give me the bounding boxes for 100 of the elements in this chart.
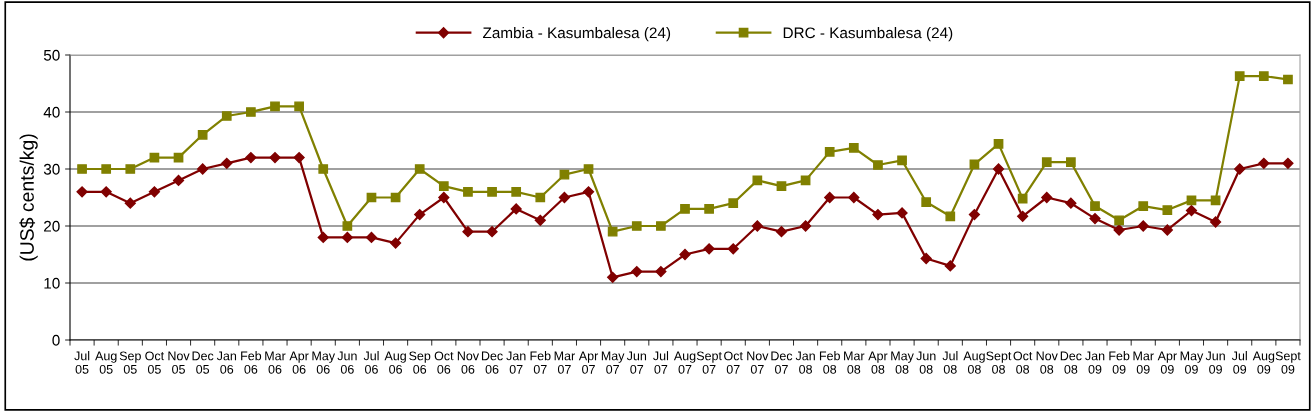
point <box>776 181 787 191</box>
point <box>848 143 859 153</box>
point <box>993 139 1004 149</box>
point <box>921 197 932 207</box>
x-tick-label: Apr 08 <box>868 351 888 374</box>
point <box>1186 195 1197 206</box>
point <box>1041 157 1052 168</box>
point <box>1185 205 1198 217</box>
point <box>1161 224 1173 236</box>
x-tick-label: Jul 08 <box>942 351 958 374</box>
point <box>535 192 546 203</box>
x-tick-label: Jul 06 <box>363 351 379 374</box>
point <box>1283 74 1293 85</box>
point <box>1090 201 1100 211</box>
point <box>631 265 643 278</box>
point <box>582 186 595 198</box>
x-tick-label: Dec 06 <box>481 351 503 374</box>
point <box>414 208 426 221</box>
point <box>920 252 932 265</box>
x-tick-label: Jun 08 <box>916 351 936 374</box>
point <box>511 186 522 197</box>
y-tick-label: 30 <box>43 163 60 175</box>
point <box>680 204 690 214</box>
x-tick-label: Aug 09 <box>1252 351 1275 374</box>
x-tick-label: Feb 08 <box>819 351 840 374</box>
point <box>1210 195 1221 206</box>
x-tick-label: Apr 06 <box>289 351 309 374</box>
x-tick-label: Apr 09 <box>1157 351 1177 374</box>
y-tick-label: 10 <box>44 277 60 289</box>
point <box>101 164 112 174</box>
x-tick-label: Dec 08 <box>1060 351 1082 374</box>
x-tick-label: Feb 06 <box>241 351 262 374</box>
point <box>1089 212 1101 225</box>
point <box>655 265 667 278</box>
point <box>872 208 884 221</box>
point <box>752 175 763 186</box>
x-tick-label: Nov 07 <box>747 351 769 374</box>
point <box>100 186 112 198</box>
legend-label: DRC - Kasumbalesa (24) <box>783 27 953 42</box>
point <box>968 208 981 221</box>
point <box>1209 216 1222 228</box>
y-tick-label: 20 <box>44 220 60 232</box>
x-tick-label: Jan 06 <box>216 351 237 374</box>
x-tick-label: Aug 06 <box>384 351 406 374</box>
x-tick-label: Jul 09 <box>1231 351 1247 374</box>
point <box>1282 157 1294 169</box>
point <box>558 191 571 204</box>
x-tick-label: Apr 07 <box>578 351 599 374</box>
point <box>751 220 763 232</box>
point <box>438 191 450 204</box>
x-tick-label: Aug 05 <box>95 351 117 374</box>
point <box>1066 157 1076 168</box>
point <box>1234 71 1245 81</box>
point <box>824 147 835 157</box>
point <box>1234 163 1246 175</box>
x-tick-label: Sep 05 <box>119 351 141 374</box>
point <box>1065 197 1077 209</box>
point <box>197 129 208 140</box>
y-axis-title: (US$ cents/kg) <box>19 134 38 261</box>
point <box>1162 205 1173 215</box>
point <box>293 151 305 164</box>
point <box>704 204 714 214</box>
point <box>197 163 209 175</box>
x-tick-label: Nov 08 <box>1036 351 1058 374</box>
point <box>799 220 812 232</box>
point <box>270 101 280 112</box>
point <box>269 151 281 164</box>
point <box>1138 201 1149 211</box>
point <box>438 181 449 191</box>
point <box>342 221 353 231</box>
point <box>1017 193 1028 204</box>
point <box>631 221 642 231</box>
x-tick-label: Mar 08 <box>844 351 865 374</box>
y-tick-label: 40 <box>43 106 60 118</box>
legend-label: Zambia - Kasumbalesa (24) <box>483 27 671 42</box>
point <box>365 231 378 244</box>
x-tick-label: Mar 06 <box>265 351 286 374</box>
point <box>1114 215 1124 226</box>
point <box>897 155 907 166</box>
y-tick-label: 0 <box>52 334 60 346</box>
x-tick-label: Jun 06 <box>337 351 357 374</box>
point <box>221 111 232 121</box>
point <box>125 164 136 174</box>
point <box>76 186 88 198</box>
point <box>148 186 161 198</box>
x-tick-label: Oct 06 <box>434 351 454 374</box>
point <box>944 260 956 272</box>
point <box>1017 210 1029 222</box>
x-tick-label: Sep 06 <box>409 351 431 374</box>
x-tick-label: May 06 <box>312 351 336 374</box>
point <box>992 163 1005 175</box>
point <box>172 174 185 187</box>
x-tick-label: May 09 <box>1180 351 1204 374</box>
x-tick-label: Dec 07 <box>771 351 793 374</box>
x-tick-label: May 08 <box>891 351 914 374</box>
y-tick-label: 50 <box>43 49 60 61</box>
point <box>824 191 836 204</box>
point <box>873 160 883 170</box>
point <box>945 211 956 222</box>
point <box>1137 220 1149 232</box>
